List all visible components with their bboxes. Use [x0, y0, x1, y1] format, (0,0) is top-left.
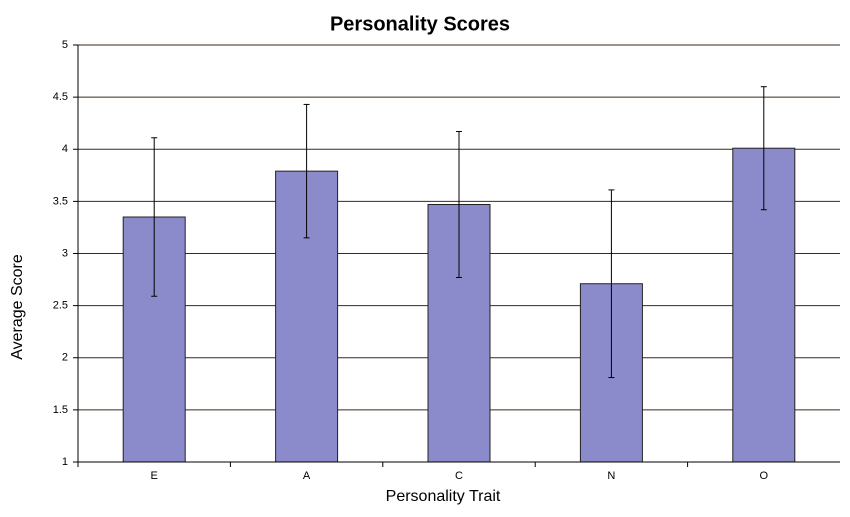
error-bar [760, 86, 767, 211]
x-tick-label: C [455, 470, 463, 482]
y-tick-label: 1.5 [53, 404, 68, 416]
chart-title: Personality Scores [330, 13, 510, 35]
error-bar [303, 103, 310, 239]
y-tick-label: 3 [62, 247, 68, 259]
y-tick-label: 5 [62, 39, 68, 51]
error-bar [608, 189, 615, 379]
y-tick-label: 4 [62, 143, 68, 155]
x-tick-label: N [607, 470, 615, 482]
x-tick-label: E [151, 470, 158, 482]
y-tick-label: 2 [62, 352, 68, 364]
x-tick-label: O [760, 470, 769, 482]
y-tick-label: 1 [62, 456, 68, 468]
y-axis-label: Average Score [9, 254, 26, 360]
y-tick-label: 2.5 [53, 300, 68, 312]
y-tick-label: 3.5 [53, 195, 68, 207]
error-bar [456, 131, 462, 278]
error-bar [151, 137, 158, 297]
y-tick-label: 4.5 [53, 91, 68, 103]
x-tick-label: A [303, 470, 311, 482]
x-axis-label: Personality Trait [386, 488, 501, 505]
